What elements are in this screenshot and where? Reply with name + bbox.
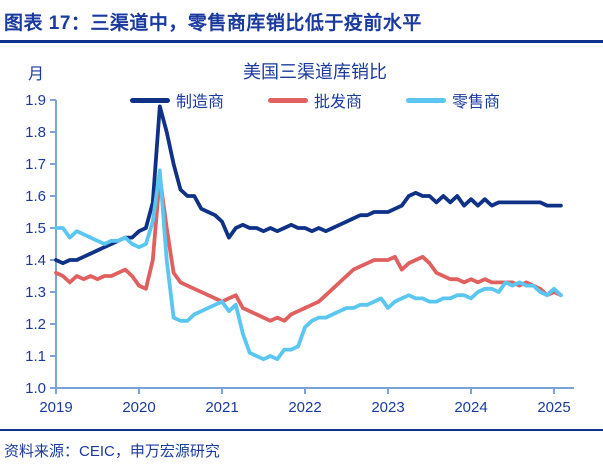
header-divider (0, 40, 603, 43)
series-line-retailer (54, 168, 563, 362)
series-line-wholesaler (54, 174, 563, 323)
chart-title: 美国三渠道库销比 (243, 62, 387, 82)
x-tick-label: 2024 (454, 399, 487, 416)
chart-legend: 制造商 批发商 零售商 (56, 88, 574, 112)
x-tick-label: 2022 (288, 399, 321, 416)
x-tick-label: 2025 (537, 399, 570, 416)
y-tick-label: 1.6 (25, 188, 46, 205)
retailer-line-swatch-icon (406, 97, 446, 103)
legend-label-retailer: 零售商 (452, 94, 501, 111)
y-axis-unit-label: 月 (28, 66, 45, 83)
legend-item-wholesaler: 批发商 (267, 88, 362, 112)
x-tick-label: 2023 (371, 399, 404, 416)
y-tick-label: 1.2 (25, 316, 46, 333)
y-tick-label: 1.7 (25, 156, 46, 173)
y-tick-label: 1.5 (25, 220, 46, 237)
manufacturer-line-swatch-icon (129, 97, 170, 103)
footer-divider (0, 429, 603, 431)
x-tick-label: 2021 (205, 399, 238, 416)
legend-item-manufacturer: 制造商 (129, 88, 224, 112)
y-tick-label: 1.3 (25, 284, 46, 301)
legend-label-wholesaler: 批发商 (313, 94, 362, 111)
y-tick-label: 1.0 (25, 380, 46, 397)
wholesaler-line-swatch-icon (267, 97, 308, 103)
x-tick-label: 2019 (39, 399, 72, 416)
legend-label-manufacturer: 制造商 (175, 94, 224, 111)
y-tick-label: 1.1 (25, 348, 46, 365)
figure-header-title: 图表 17：三渠道中，零售商库销比低于疫前水平 (4, 13, 422, 34)
x-tick-label: 2020 (122, 399, 155, 416)
source-note: 资料来源：CEIC，申万宏源研究 (4, 443, 220, 460)
series-line-manufacturer (54, 104, 563, 266)
y-tick-label: 1.4 (25, 252, 46, 269)
y-tick-label: 1.8 (25, 124, 46, 141)
legend-item-retailer: 零售商 (406, 88, 500, 112)
y-tick-label: 1.9 (25, 92, 46, 109)
